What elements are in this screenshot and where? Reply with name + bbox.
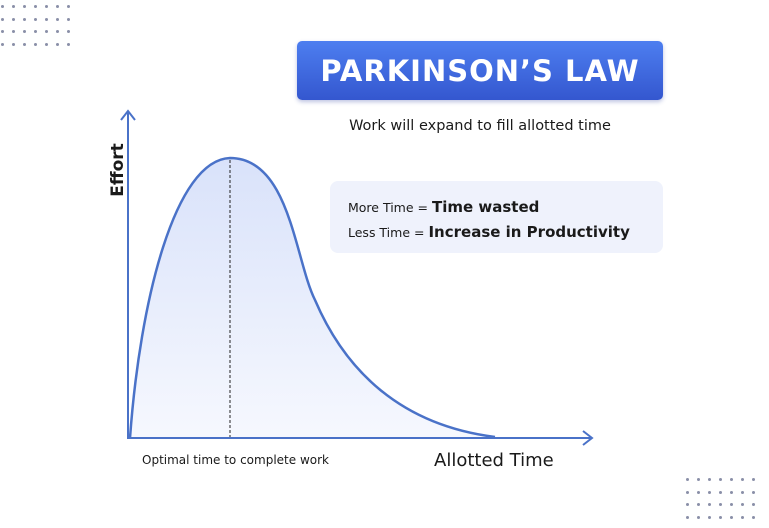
- title-banner: PARKINSON’S LAW: [297, 41, 663, 100]
- dot: [56, 17, 59, 21]
- dot: [752, 490, 755, 494]
- dot: [686, 503, 689, 506]
- dot: [23, 30, 26, 33]
- dot: [23, 42, 26, 46]
- decorative-dot-grid-bottom: [686, 478, 763, 528]
- dot: [730, 515, 733, 519]
- info-emphasis: Time wasted: [431, 198, 540, 216]
- dot: [741, 490, 744, 494]
- info-row-more-time: More Time = Time wasted: [348, 198, 539, 216]
- dot: [67, 30, 70, 33]
- dot: [56, 42, 59, 46]
- dot: [12, 30, 15, 33]
- dot: [697, 515, 700, 519]
- dot: [12, 17, 15, 21]
- dot: [686, 490, 689, 494]
- dot: [752, 515, 755, 519]
- dot: [708, 478, 711, 481]
- dot: [67, 17, 70, 21]
- dot: [752, 478, 755, 481]
- dot: [708, 490, 711, 494]
- dot: [752, 503, 755, 506]
- dot: [686, 515, 689, 519]
- info-emphasis: Increase in Productivity: [428, 223, 630, 241]
- dot: [34, 5, 37, 8]
- dot: [45, 5, 48, 8]
- x-axis-arrow-icon: [582, 430, 594, 446]
- effort-curve: [128, 156, 496, 439]
- optimal-time-label: Optimal time to complete work: [142, 453, 329, 467]
- dot: [741, 503, 744, 506]
- info-row-less-time: Less Time = Increase in Productivity: [348, 223, 630, 241]
- info-box: More Time = Time wasted Less Time = Incr…: [330, 181, 663, 253]
- dot: [719, 490, 722, 494]
- dot: [697, 490, 700, 494]
- subtitle: Work will expand to fill allotted time: [349, 118, 611, 134]
- dot: [1, 17, 4, 21]
- x-axis-label: Allotted Time: [434, 450, 554, 471]
- dot: [686, 478, 689, 481]
- dot: [34, 30, 37, 33]
- dot: [1, 5, 4, 8]
- dot: [741, 515, 744, 519]
- dot: [730, 478, 733, 481]
- y-axis-arrow-icon: [120, 109, 136, 121]
- dot: [45, 30, 48, 33]
- dot: [23, 5, 26, 8]
- dot: [741, 478, 744, 481]
- dot: [67, 42, 70, 46]
- dot: [697, 478, 700, 481]
- dot: [12, 42, 15, 46]
- y-axis-label: Effort: [108, 143, 128, 197]
- dot: [56, 5, 59, 8]
- dot: [697, 503, 700, 506]
- decorative-dot-grid-top: [1, 5, 78, 55]
- info-prefix: Less Time =: [348, 225, 425, 240]
- dot: [730, 503, 733, 506]
- dot: [45, 17, 48, 21]
- dot: [719, 503, 722, 506]
- dot: [56, 30, 59, 33]
- dot: [67, 5, 70, 8]
- dot: [34, 42, 37, 46]
- dot: [12, 5, 15, 8]
- dot: [730, 490, 733, 494]
- dot: [1, 42, 4, 46]
- page-title: PARKINSON’S LAW: [320, 53, 640, 88]
- dot: [708, 515, 711, 519]
- dot: [708, 503, 711, 506]
- dot: [1, 30, 4, 33]
- dot: [719, 515, 722, 519]
- curve-fill: [130, 158, 495, 438]
- dot: [23, 17, 26, 21]
- dot: [34, 17, 37, 21]
- dot: [719, 478, 722, 481]
- info-prefix: More Time =: [348, 200, 428, 215]
- dot: [45, 42, 48, 46]
